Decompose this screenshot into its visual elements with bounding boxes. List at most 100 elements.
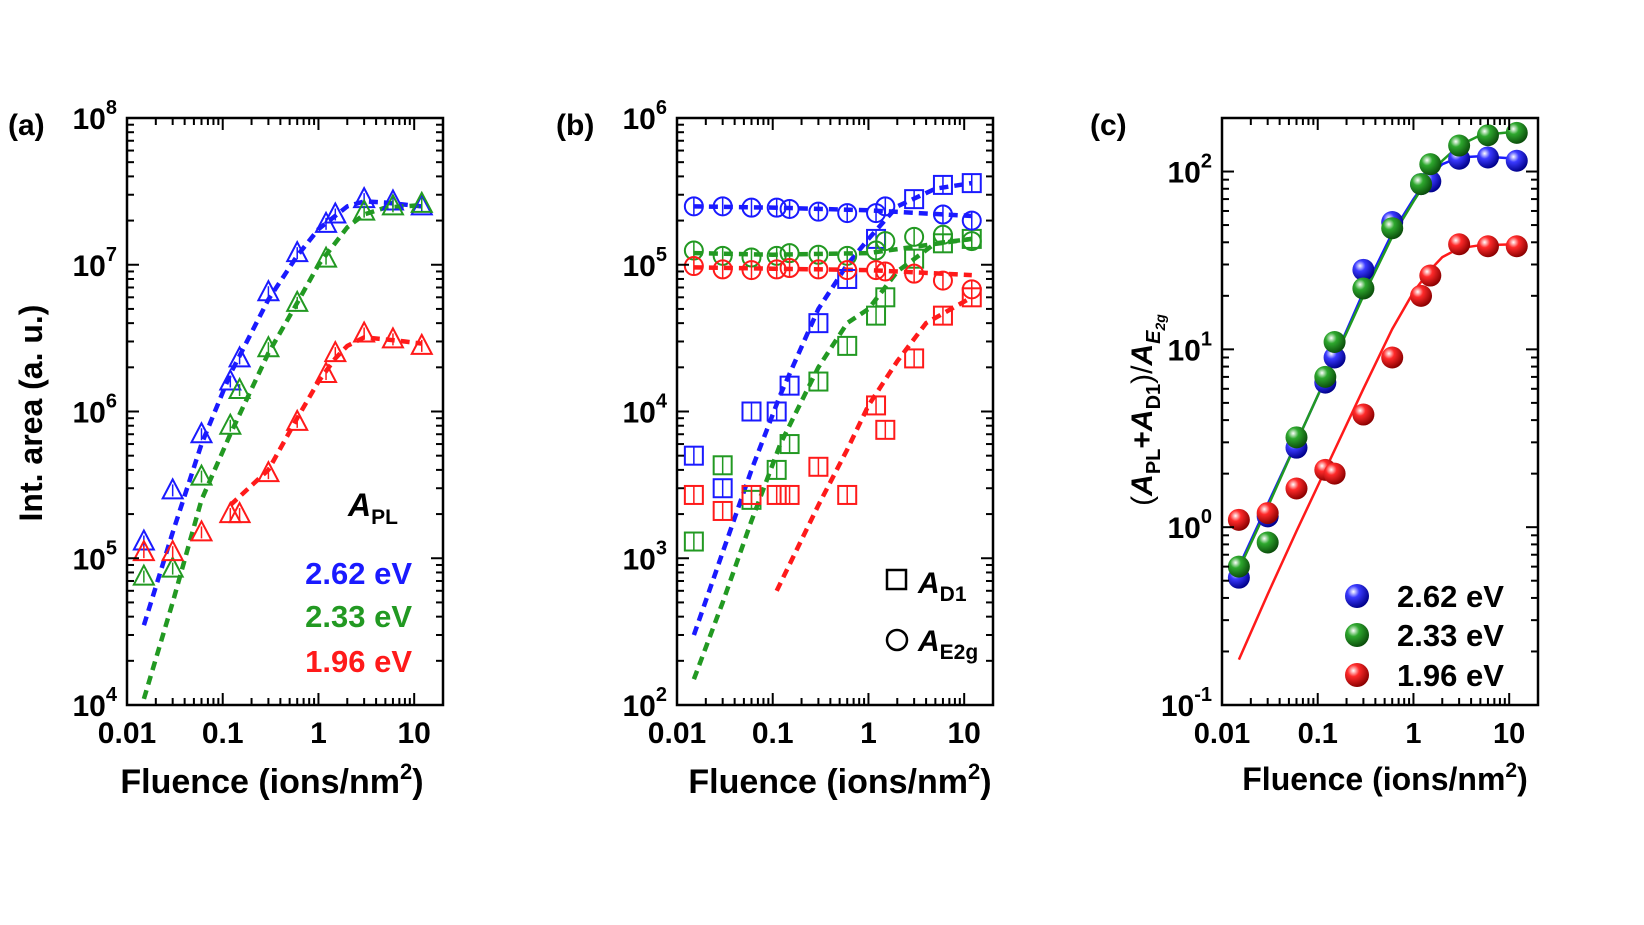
marker-2-62-ev [161,477,185,500]
marker-1-96-ev [189,519,214,542]
y-axis-label: (APL+AD1)/AE2g [1126,314,1168,506]
y-axis-label: Int. area (a. u.) [13,305,49,522]
marker-2-33-ev [1505,121,1528,144]
y-tick-label: 10-1 [1161,684,1212,723]
x-axis-label-sup: 2 [1505,759,1517,782]
y-tick-label: 106 [623,97,668,136]
y-label-e: E [1143,330,1165,344]
fit-line-a-d1-2-62-ev [691,180,973,636]
x-tick-label: 0.01 [648,717,706,750]
x-tick-label: 1 [1405,718,1421,750]
x-axis-label-sup: 2 [400,759,412,784]
y-tick-base: 10 [73,543,106,576]
marker-1-96-ev [381,326,405,349]
x-tick-label: 0.1 [752,717,794,750]
y-label-d1: D1 [1143,384,1165,410]
marker-2-33-ev [1410,173,1433,196]
x-tick-label: 1 [860,717,877,750]
marker-2-33-ev [314,245,338,268]
x-tick-label: 0.01 [98,717,156,750]
y-tick-exp: -1 [1194,684,1212,706]
marker-1-96-ev [1256,502,1279,525]
marker-2-62-ev [189,421,214,444]
data-markers [132,185,434,586]
marker-2-62-ev [1476,146,1499,169]
marker-2-33-ev [161,555,185,578]
marker-1-96-ev [1381,346,1404,369]
y-label-a2: A [1126,409,1159,432]
marker-2-33-ev [1476,124,1499,147]
legend-title-sub: PL [371,506,398,529]
marker-1-96-ev [352,320,376,343]
y-tick-base: 10 [1168,157,1201,190]
legend-entry-ae2g: AE2g [917,625,978,664]
marker-1-96-ev [1285,477,1308,500]
marker-2-33-ev [1227,555,1250,578]
fit-line-2-33-ev [1237,130,1517,570]
marker-1-96-ev [1323,462,1346,485]
marker-2-62-ev [1352,258,1375,281]
marker-1-96-ev [1419,264,1442,287]
marker-2-33-ev [1285,426,1308,449]
y-tick-base: 10 [623,690,656,723]
x-axis-label-main: Fluence (ions/nm [120,763,400,801]
x-tick-label: 10 [1493,718,1525,750]
y-label-pl: PL [1143,449,1165,475]
fit-line-a-d1-2-33-ev [691,236,973,680]
legend-ball-1-96ev [1345,663,1369,687]
y-label-2g: 2g [1152,314,1168,332]
y-tick-base: 10 [73,250,106,283]
y-tick-exp: 3 [656,537,667,559]
y-tick-base: 10 [1161,690,1194,723]
legend-ball-2-62ev [1345,584,1369,608]
legend-entry-1-96ev: 1.96 eV [305,644,412,679]
y-tick-exp: 2 [1201,151,1212,173]
marker-2-33-ev [1352,277,1375,300]
y-tick-base: 10 [73,103,106,136]
marker-1-96-ev [1227,508,1250,531]
marker-2-33-ev [1323,330,1346,353]
marker-2-33-ev [381,193,405,216]
x-tick-label: 0.1 [1298,718,1338,750]
legend-entry-ad1: AD1 [917,567,967,606]
marker-1-96-ev [227,500,252,524]
marker-2-33-ev [227,376,252,400]
marker-2-33-ev [285,289,309,312]
fit-line-1-96-ev [228,335,423,507]
legend-ae2g-sub: E2g [940,641,979,664]
marker-2-33-ev [132,563,156,586]
marker-2-62-ev [285,239,309,263]
y-tick-label: 107 [73,244,118,283]
data-markers [683,173,982,552]
x-axis-label: Fluence (ions/nm2) [1242,759,1527,797]
marker-1-96-ev [132,539,156,562]
y-tick-exp: 5 [106,537,117,559]
fit-lines [691,180,973,680]
marker-2-62-ev [218,368,242,391]
y-tick-exp: 6 [106,391,117,413]
legend-entry-2-62ev: 2.62 eV [305,556,412,591]
y-label-a: A [1126,474,1159,497]
y-tick-label: 105 [73,537,118,576]
marker-1-96-ev [1505,235,1528,258]
x-axis-label: Fluence (ions/nm2) [688,759,991,801]
marker-2-33-ev [218,412,242,435]
y-tick-exp: 5 [656,244,667,266]
fit-line-a-e2g-2-62-ev [693,204,972,219]
x-axis-label-close: ) [1517,761,1528,797]
marker-1-96-ev [285,408,309,431]
legend-entry-2-33ev: 2.33 eV [305,599,412,634]
x-axis-label-main: Fluence (ions/nm [1242,761,1505,797]
marker-2-33-ev [410,190,434,213]
marker-2-33-ev [1419,153,1442,176]
y-tick-base: 10 [623,250,656,283]
legend-circle-symbol [885,628,909,652]
marker-1-96-ev [314,360,338,384]
y-tick-label: 102 [623,684,668,723]
marker-2-62-ev [256,279,281,302]
marker-1-96-ev [410,332,434,355]
